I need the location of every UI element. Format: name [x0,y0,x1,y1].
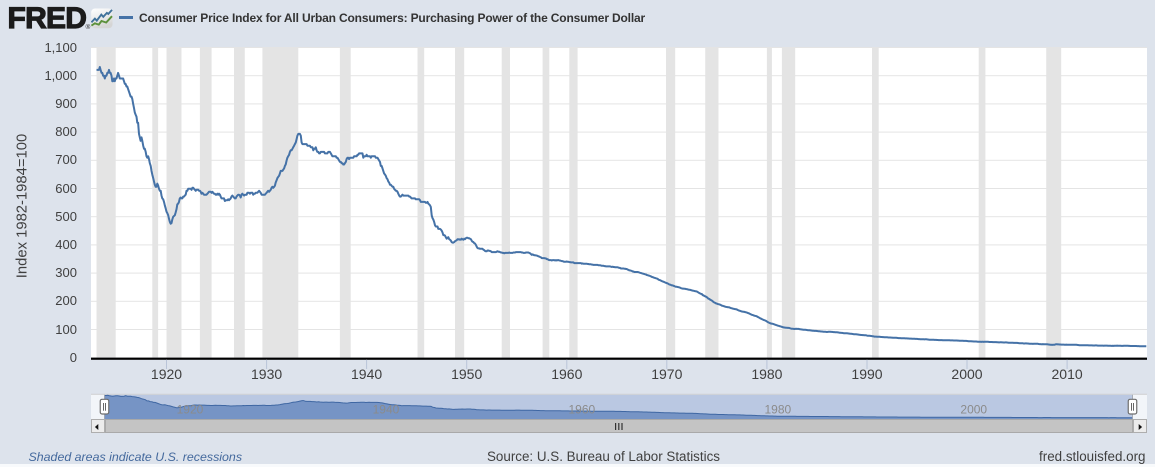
svg-text:2000: 2000 [960,403,987,417]
svg-text:1960: 1960 [569,403,596,417]
svg-text:1940: 1940 [373,403,400,417]
svg-text:1980: 1980 [765,403,792,417]
svg-text:1920: 1920 [177,403,204,417]
